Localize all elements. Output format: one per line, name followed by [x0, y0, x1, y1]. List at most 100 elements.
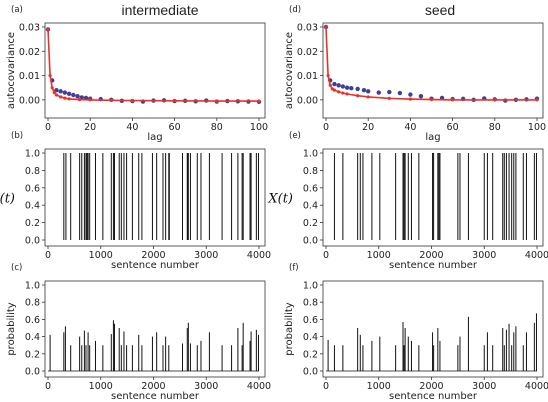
x-tick-label: 60 [169, 122, 181, 133]
x-tick-label: 100 [250, 122, 268, 133]
panel-label: (e) [289, 131, 301, 141]
x-tick-label: 4000 [247, 381, 271, 392]
fit-point [337, 90, 341, 94]
y-tick-label: 0.0 [303, 236, 318, 247]
x-tick-label: 3000 [472, 250, 496, 261]
y-tick-label: 0.00 [297, 95, 318, 106]
x-tick-label: 3000 [194, 250, 218, 261]
data-point [66, 91, 72, 96]
y-tick-label: 0.6 [25, 315, 40, 326]
x-tick-label: 0 [45, 381, 51, 392]
y-tick-label: 0.0 [25, 367, 40, 378]
data-point [54, 87, 59, 93]
x-tick-label: 40 [126, 122, 138, 133]
fit-point [78, 98, 82, 102]
y-tick-label: 0.4 [25, 332, 40, 343]
x-tick-label: 0 [323, 122, 329, 133]
x-tick-label: 2000 [419, 381, 443, 392]
x-axis-label: sentence number [389, 391, 478, 402]
y-tick-label: 0.02 [19, 47, 40, 58]
plot-frame [44, 22, 266, 119]
y-tick-label: 0.4 [303, 201, 318, 212]
x-tick-label: 20 [362, 122, 374, 133]
y-tick-label: 1.0 [303, 149, 318, 160]
y-tick-label: 1.0 [303, 281, 318, 292]
panel-label: (a) [11, 5, 23, 15]
panel-label: (f) [289, 263, 299, 273]
y-tick-label: 0.6 [303, 315, 318, 326]
x-axis-label: lag [147, 132, 162, 143]
plot-frame [322, 22, 544, 119]
panel-label: (d) [289, 5, 301, 15]
fit-point [54, 93, 59, 97]
panel-label: (c) [11, 263, 22, 273]
plot-frame [44, 148, 266, 247]
panels: (a)0 20 40 60 80 1000.000.010.020.03lagautoco… [0, 5, 548, 402]
y-tick-label: 0.2 [25, 349, 40, 360]
y-axis-label: X(t) [267, 192, 293, 207]
fit-point [48, 73, 52, 78]
data-point [336, 83, 341, 88]
fit-point [535, 98, 539, 102]
fit-point [332, 88, 337, 92]
x-tick-label: 1000 [89, 250, 113, 261]
x-tick-label: 3000 [472, 381, 496, 392]
data-point [355, 86, 360, 92]
y-tick-label: 0.8 [25, 298, 40, 309]
fit-line [325, 26, 537, 101]
data-point [361, 87, 367, 93]
x-tick-label: 4000 [525, 250, 548, 261]
x-tick-label: 0 [45, 250, 51, 261]
y-axis-label: autocovariance [284, 32, 295, 109]
panel-label: (b) [11, 131, 23, 141]
y-tick-label: 0.01 [19, 71, 40, 82]
fit-point [341, 91, 345, 95]
data-point [366, 89, 371, 94]
y-axis-label: probability [6, 302, 17, 355]
x-tick-label: 40 [404, 122, 416, 133]
fit-point [46, 27, 50, 32]
fit-point [50, 86, 54, 90]
data-point [349, 86, 354, 91]
y-tick-label: 0.4 [303, 332, 318, 343]
x-tick-label: 1000 [367, 250, 391, 261]
y-tick-label: 0.6 [303, 183, 318, 194]
y-tick-label: 0.8 [303, 298, 318, 309]
x-tick-label: 80 [489, 122, 501, 133]
y-tick-label: 0.8 [303, 166, 318, 177]
x-tick-label: 0 [323, 381, 329, 392]
fit-point [387, 96, 391, 100]
x-tick-label: 0 [45, 122, 51, 133]
data-point [418, 94, 424, 99]
x-tick-label: 80 [211, 122, 223, 133]
fit-point [63, 96, 67, 100]
y-axis-label: autocovariance [6, 32, 17, 109]
plot-frame [322, 280, 544, 378]
x-axis-label: sentence number [389, 260, 478, 271]
y-tick-label: 0.8 [25, 166, 40, 177]
data-point [71, 92, 76, 98]
y-tick-label: 0.2 [303, 218, 318, 229]
x-tick-label: 1000 [367, 381, 391, 392]
x-tick-label: 2000 [141, 381, 165, 392]
fit-point [493, 98, 497, 102]
data-point [75, 94, 80, 99]
x-tick-label: 4000 [525, 381, 548, 392]
y-tick-label: 0.0 [303, 367, 318, 378]
fit-point [328, 83, 332, 87]
y-tick-label: 0.01 [297, 71, 318, 82]
fit-point [324, 25, 328, 29]
y-axis-label: X(t) [0, 192, 15, 207]
fit-point [59, 95, 63, 99]
y-tick-label: 1.0 [25, 149, 40, 160]
x-tick-label: 2000 [419, 250, 443, 261]
fit-point [109, 98, 113, 102]
y-axis-label: probability [284, 302, 295, 355]
fit-point [215, 99, 219, 103]
data-point [376, 90, 381, 95]
x-tick-label: 1000 [89, 381, 113, 392]
fit-point [451, 98, 455, 102]
y-tick-label: 0.03 [19, 23, 40, 34]
fit-point [67, 97, 71, 101]
